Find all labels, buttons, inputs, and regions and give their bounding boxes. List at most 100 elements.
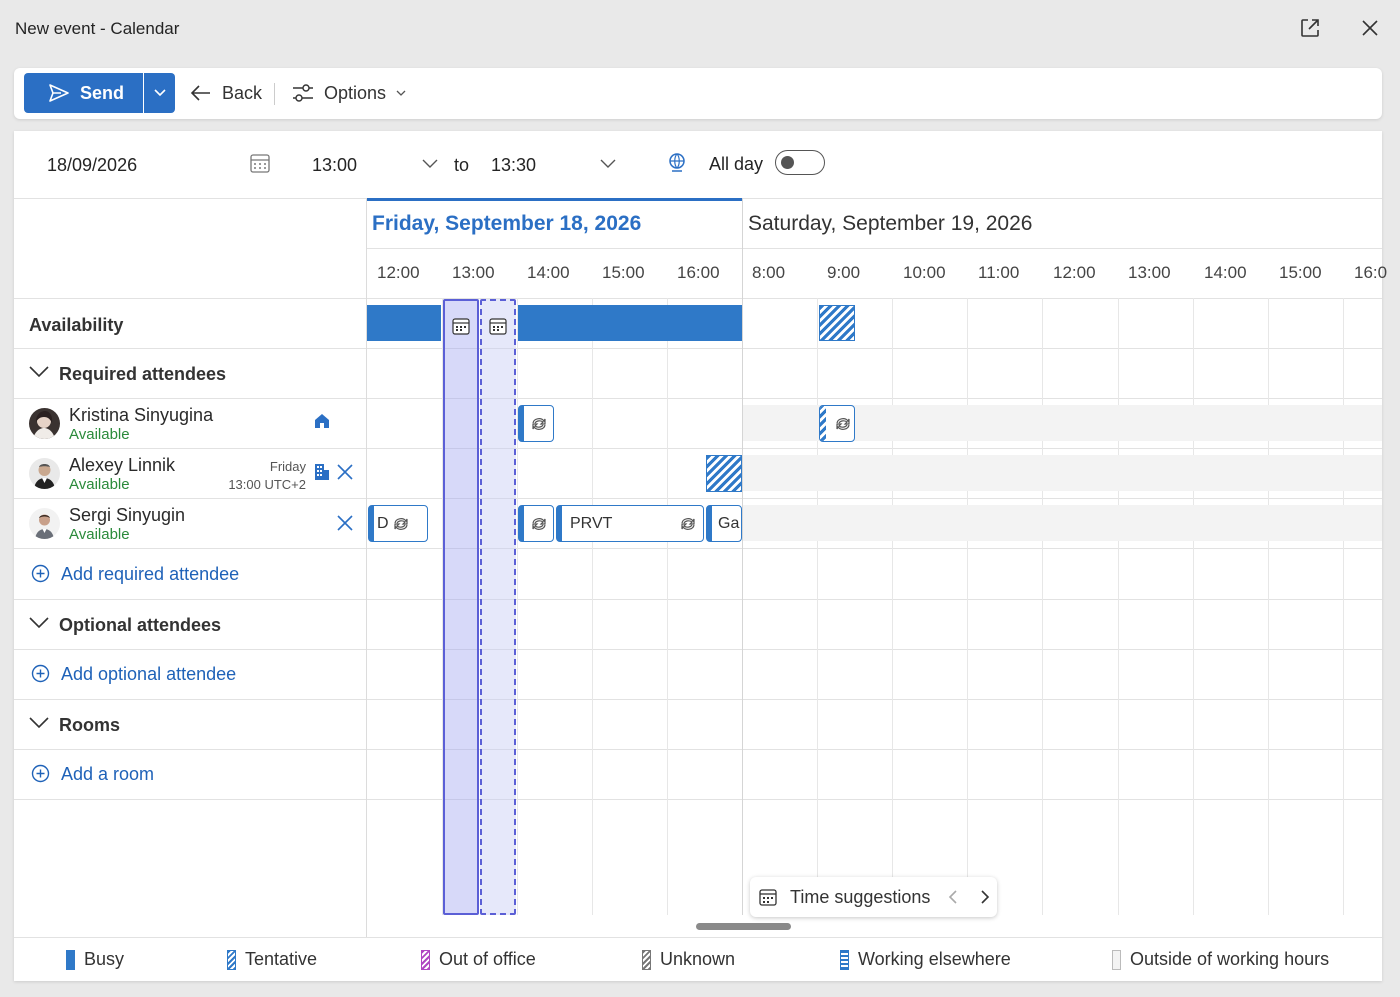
calendar-picker-icon[interactable] [249,152,271,179]
chevron-right-icon[interactable] [980,890,990,904]
required-attendees-header[interactable]: Required attendees [59,364,227,384]
time-tick: 11:00 [978,263,1020,282]
arrow-left-icon [190,85,210,101]
divider [14,548,1382,549]
tentative-block [819,305,855,341]
add-required-attendee-link[interactable]: Add required attendee [61,564,240,584]
toolbar: Send Back Options [14,68,1382,119]
add-optional-attendee-link[interactable]: Add optional attendee [61,664,237,684]
add-circle-icon[interactable] [31,564,50,588]
chevron-down-icon[interactable] [422,156,438,174]
hour-line [1193,298,1194,915]
busy-block [518,305,742,341]
send-options-dropdown[interactable] [144,73,175,113]
add-circle-icon[interactable] [31,764,50,788]
hour-line [817,298,818,915]
end-time-field[interactable]: 13:30 [491,155,537,175]
rooms-header[interactable]: Rooms [59,715,121,735]
attendee-name: Kristina Sinyugina [69,405,214,425]
column-divider [366,198,367,937]
time-tick: 12:00 [377,263,420,282]
outside-hours-band [743,505,1382,541]
remove-attendee-icon[interactable] [337,464,353,485]
chevron-down-icon[interactable] [29,365,49,384]
hour-line [1118,298,1119,915]
time-tick: 8:00 [752,263,786,282]
calendar-icon [489,318,507,335]
avatar [29,408,60,439]
divider [14,599,1382,600]
time-zone-globe-icon[interactable] [666,151,688,178]
attendee-name: Alexey Linnik [69,455,176,475]
day-header-friday: Friday, September 18, 2026 [372,212,642,235]
busy-swatch [66,949,75,970]
time-tick: 10:00 [903,263,946,282]
chevron-down-icon[interactable] [29,716,49,735]
out-of-office-swatch [421,949,430,970]
horizontal-scrollbar-thumb[interactable] [696,923,791,930]
selected-meeting-slot[interactable] [443,299,479,915]
recurring-icon [531,417,546,430]
calendar-event[interactable] [518,505,554,542]
divider [14,348,1382,349]
pop-out-icon[interactable] [1298,16,1322,40]
outside-hours-swatch [1112,949,1121,970]
chevron-down-icon [396,90,406,96]
avatar [29,508,60,539]
recurring-icon [836,418,850,430]
divider [14,699,1382,700]
legend-label: Outside of working hours [1130,949,1330,969]
chevron-down-icon [153,89,166,97]
legend-label: Working elsewhere [858,949,1011,969]
busy-block [367,305,441,341]
hour-line [667,298,668,915]
legend-out-of-office: Out of office [421,949,536,970]
add-circle-icon[interactable] [31,664,50,688]
attendee-status: Available [69,526,130,543]
chevron-down-icon[interactable] [29,616,49,635]
send-label: Send [80,82,125,103]
time-tick: 16:00 [677,263,720,282]
close-icon[interactable] [1358,16,1382,40]
options-button[interactable]: Options [292,73,406,113]
start-date-field[interactable]: 18/09/2026 [47,155,138,175]
hour-line [1042,298,1043,915]
calendar-event[interactable]: D [368,505,428,542]
to-label: to [454,155,470,175]
attendee-local-day: Friday [269,459,306,474]
tentative-swatch [227,949,236,970]
all-day-toggle[interactable] [775,150,825,175]
calendar-event[interactable]: Ga [706,505,742,542]
chevron-left-icon[interactable] [948,890,958,904]
remove-attendee-icon[interactable] [337,515,353,536]
hour-line [1343,298,1344,915]
time-suggestions-panel[interactable]: Time suggestions [750,877,997,917]
recurring-icon [681,517,695,530]
chevron-down-icon[interactable] [600,156,616,174]
unknown-swatch [642,949,651,970]
time-tick: 16:0 [1354,263,1388,282]
divider [14,448,1382,449]
send-button[interactable]: Send [24,73,143,113]
start-time-field[interactable]: 13:00 [312,155,358,175]
calendar-event[interactable]: PRVT [556,505,704,542]
time-tick: 14:00 [527,263,570,282]
add-room-link[interactable]: Add a room [61,764,155,784]
back-button[interactable]: Back [190,73,262,113]
divider [14,398,1382,399]
hour-line [592,298,593,915]
working-elsewhere-swatch [840,949,849,970]
tentative-block[interactable] [706,455,742,492]
divider [14,937,1382,938]
send-icon [49,84,69,102]
event-title: D [377,514,389,532]
calendar-event-tentative[interactable] [819,405,855,442]
attendee-status: Available [69,476,130,493]
toolbar-divider [274,83,275,105]
proposed-meeting-slot[interactable] [480,299,516,915]
title-bar: New event - Calendar [0,0,1400,58]
divider [367,248,1382,249]
calendar-event[interactable] [518,405,554,442]
optional-attendees-header[interactable]: Optional attendees [59,615,222,635]
legend-working-elsewhere: Working elsewhere [840,949,1011,970]
